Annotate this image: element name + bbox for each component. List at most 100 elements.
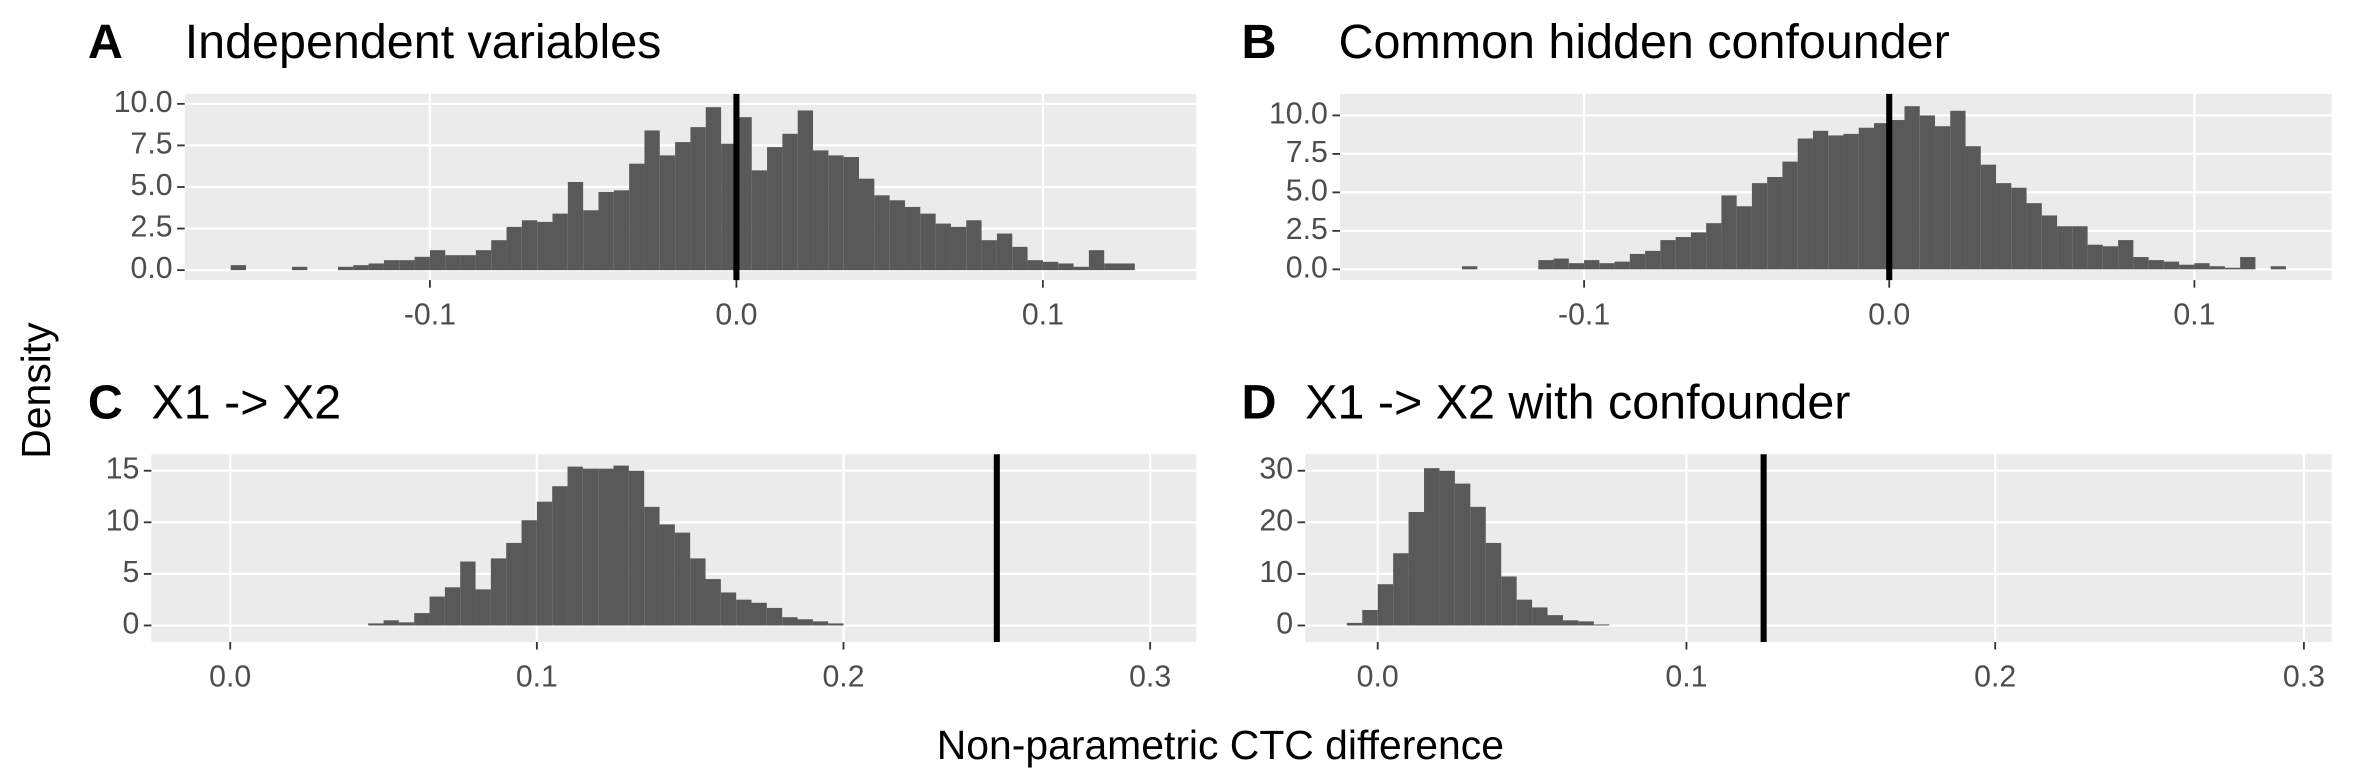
bar [368, 263, 384, 271]
bar [1660, 240, 1676, 270]
x-tick-label: 0.0 [1868, 298, 1910, 331]
x-tick-label: 0.1 [1022, 298, 1064, 331]
bar [1904, 106, 1920, 270]
x-tick-label: 0.1 [1665, 660, 1707, 693]
bar [383, 260, 400, 271]
bar [736, 117, 752, 271]
y-tick-label: 15 [106, 453, 140, 486]
bar [1950, 110, 1966, 270]
bar [429, 250, 446, 271]
bar [1593, 624, 1610, 626]
bar [2148, 260, 2164, 270]
bar [398, 622, 415, 626]
bar [720, 592, 737, 626]
bar [1104, 263, 1120, 271]
bar [2209, 266, 2225, 270]
bar [537, 221, 553, 271]
bar [1828, 135, 1844, 270]
bar [705, 579, 721, 626]
panel-label: B [1242, 15, 1277, 69]
x-tick-label: 0.3 [2283, 660, 2325, 693]
y-tick-label: 30 [1259, 453, 1293, 486]
bar [721, 143, 737, 271]
panel-title: X1 -> X2 with confounder [1305, 376, 1850, 430]
bar [766, 607, 783, 626]
x-tick-label: 0.1 [2173, 298, 2215, 331]
bar [613, 465, 629, 626]
bar [782, 133, 798, 271]
bar [1996, 183, 2012, 270]
bar [2087, 244, 2103, 270]
bar [874, 195, 890, 271]
y-tick-label: 10 [1259, 556, 1293, 589]
bar [1812, 130, 1829, 270]
bar [1980, 164, 1997, 270]
bar [1873, 123, 1890, 270]
bar [521, 520, 537, 626]
x-tick-label: 0.2 [822, 660, 864, 693]
y-tick-label: 0 [122, 607, 139, 640]
y-tick-label: 5.0 [131, 169, 173, 202]
bar [1073, 266, 1089, 271]
bar [490, 558, 507, 626]
bar [445, 255, 461, 271]
x-tick-label: 0.0 [209, 660, 251, 693]
bar [950, 226, 967, 271]
bar [920, 213, 936, 271]
bar [337, 266, 354, 271]
y-tick-label: 0 [1276, 607, 1293, 640]
bar [2224, 267, 2241, 270]
bar [536, 501, 553, 626]
bar [1362, 609, 1378, 626]
bar [674, 532, 691, 626]
bar [1532, 607, 1548, 626]
bar [414, 256, 430, 271]
bar [1042, 261, 1059, 271]
x-tick-label: 0.0 [715, 298, 757, 331]
y-tick-label: 20 [1259, 504, 1293, 537]
x-tick-label: 0.3 [1129, 660, 1171, 693]
bar [1346, 622, 1363, 626]
bar [506, 542, 522, 626]
bar [843, 157, 860, 271]
bar [644, 506, 660, 626]
bar [1578, 621, 1594, 626]
x-axis-label: Non-parametric CTC difference [937, 722, 1504, 768]
bar [889, 200, 905, 271]
bar [2102, 246, 2119, 270]
panel-title: Independent variables [185, 15, 662, 69]
bar [1027, 260, 1043, 271]
y-tick-label: 7.5 [131, 127, 173, 160]
bar [2057, 226, 2073, 270]
bar [1965, 146, 1981, 270]
bar [1470, 506, 1486, 626]
bar [2179, 264, 2195, 270]
bar [2011, 187, 2027, 270]
panel-label: A [88, 15, 123, 69]
bar [1843, 133, 1859, 270]
bar [521, 220, 538, 271]
bar [552, 486, 568, 626]
bar [475, 589, 491, 626]
y-axis-label: Density [13, 322, 59, 459]
bar [1584, 260, 1600, 270]
bar [567, 182, 584, 271]
panel-label: D [1242, 376, 1277, 430]
bar [996, 233, 1013, 271]
bar [1706, 223, 1722, 270]
y-tick-label: 0.0 [131, 252, 173, 285]
bar [1736, 206, 1752, 270]
bar [583, 210, 599, 271]
bar [782, 617, 798, 626]
bar [1568, 263, 1585, 270]
bar [659, 155, 676, 271]
bar [567, 466, 583, 626]
panel-title: Common hidden confounder [1338, 15, 1949, 69]
bar [1501, 576, 1517, 626]
y-tick-label: 2.5 [1286, 213, 1328, 246]
x-tick-label: 0.1 [516, 660, 558, 693]
bar [813, 150, 829, 271]
bar [1782, 161, 1798, 270]
bar [1675, 237, 1691, 270]
